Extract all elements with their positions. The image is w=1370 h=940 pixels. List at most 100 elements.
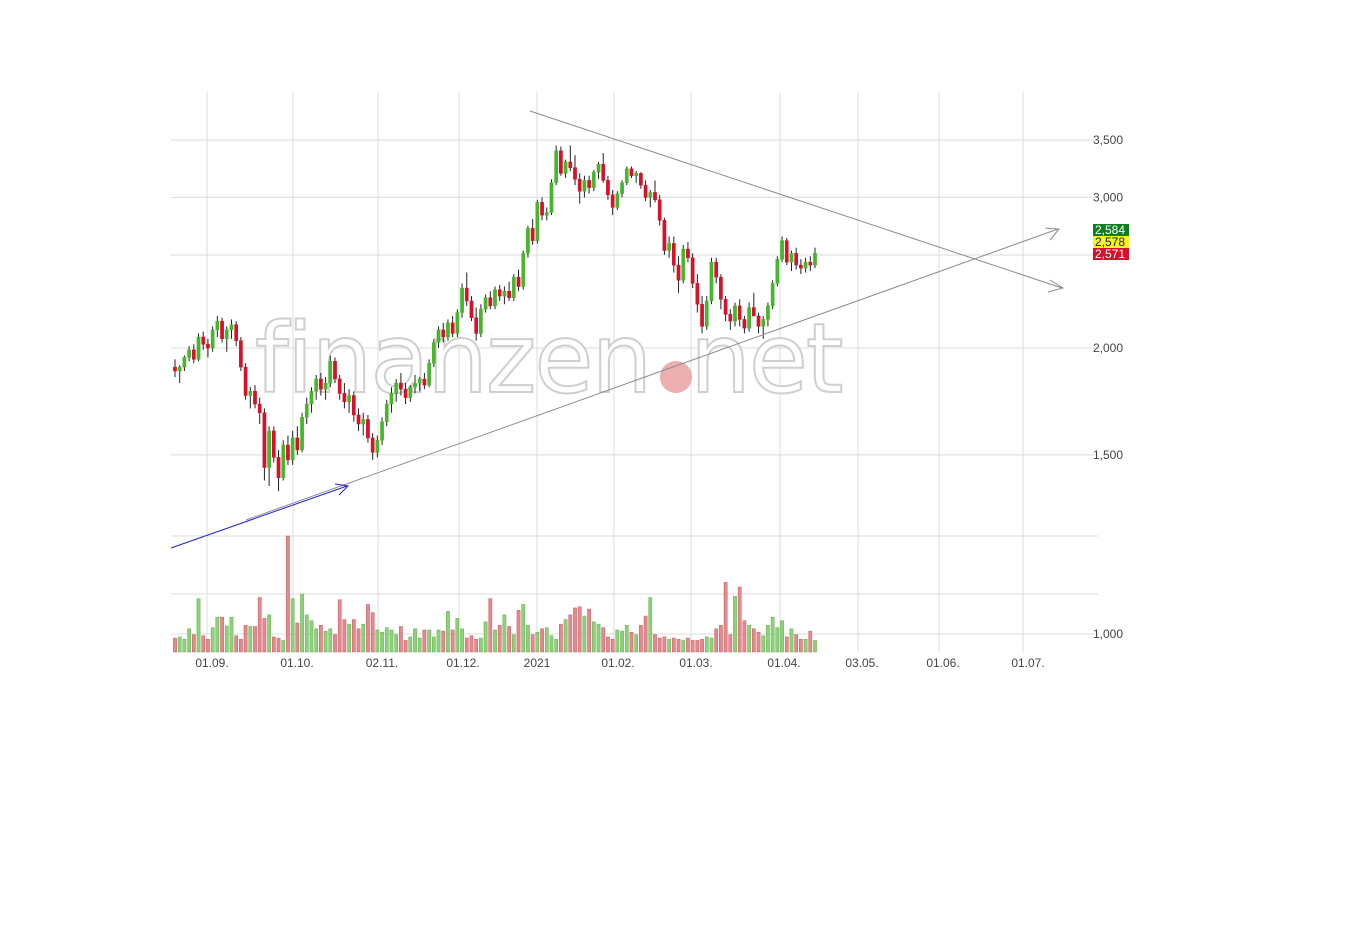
candle-body bbox=[286, 444, 290, 461]
candle-body bbox=[784, 240, 789, 263]
candle bbox=[319, 372, 323, 396]
volume-bar bbox=[286, 535, 290, 653]
candle bbox=[389, 387, 394, 413]
candle-body bbox=[676, 264, 681, 281]
volume-bar bbox=[323, 630, 328, 653]
candle-body bbox=[813, 253, 817, 266]
candle-body bbox=[356, 414, 361, 425]
candle bbox=[375, 435, 380, 458]
candle-body bbox=[530, 228, 535, 241]
candle-body bbox=[568, 161, 573, 168]
candle-body bbox=[399, 382, 403, 390]
candle-body bbox=[323, 382, 328, 390]
volume-bar bbox=[408, 636, 413, 653]
volume-bar bbox=[271, 636, 276, 653]
volume-bar bbox=[361, 623, 366, 653]
candle bbox=[686, 242, 690, 263]
candle-body bbox=[351, 395, 356, 416]
volume-bar bbox=[417, 637, 422, 653]
candle bbox=[747, 302, 751, 332]
candle-body bbox=[747, 307, 751, 329]
candle-body bbox=[601, 163, 606, 181]
volume-bar bbox=[690, 640, 695, 653]
volume-bar bbox=[728, 634, 733, 653]
volume-bar bbox=[573, 607, 577, 653]
x-tick-label: 2021 bbox=[524, 656, 551, 670]
x-tick-label: 02.11. bbox=[366, 656, 398, 670]
volume-bar bbox=[530, 634, 535, 653]
candle-body bbox=[789, 253, 794, 263]
candle bbox=[554, 145, 559, 186]
candle-body bbox=[342, 393, 347, 403]
candle-body bbox=[728, 314, 733, 322]
candle-body bbox=[201, 336, 206, 345]
volume-bar bbox=[173, 637, 177, 653]
candle bbox=[314, 374, 319, 400]
volume-bar bbox=[342, 619, 347, 653]
candle bbox=[493, 286, 497, 310]
volume-bar bbox=[610, 638, 615, 653]
candle-body bbox=[234, 324, 239, 341]
watermark-right: net bbox=[690, 303, 842, 415]
candle-body bbox=[596, 163, 601, 173]
candle-body bbox=[695, 283, 700, 305]
candle-body bbox=[210, 329, 215, 349]
candle bbox=[337, 374, 342, 400]
candle bbox=[403, 383, 408, 405]
candle bbox=[206, 338, 210, 358]
volume-bar bbox=[686, 637, 690, 653]
volume-bar bbox=[544, 627, 549, 653]
candle-body bbox=[544, 212, 549, 216]
candle-body bbox=[337, 378, 342, 394]
volume-bar bbox=[700, 638, 704, 653]
y-tick-label: 3,000 bbox=[1093, 190, 1123, 204]
blue-arrowhead-icon bbox=[334, 483, 350, 496]
candle bbox=[544, 207, 549, 221]
candle-body bbox=[464, 287, 469, 302]
candle-body bbox=[220, 320, 224, 340]
volume-bar bbox=[389, 629, 394, 653]
volume-bar bbox=[799, 638, 803, 653]
price-badge-label: 2,571 bbox=[1095, 247, 1125, 261]
candle-body bbox=[794, 253, 799, 266]
candle-body bbox=[766, 305, 770, 320]
volume-bar bbox=[253, 626, 257, 653]
candle-body bbox=[295, 437, 300, 451]
candle-body bbox=[733, 305, 737, 322]
volume-bar bbox=[201, 635, 206, 653]
volume-bar bbox=[257, 597, 262, 653]
volume-bar bbox=[210, 627, 215, 653]
x-tick-label: 01.02. bbox=[601, 656, 634, 670]
volume-bar bbox=[295, 622, 300, 653]
volume-bar bbox=[559, 623, 563, 653]
candle bbox=[784, 237, 789, 266]
candle-body bbox=[502, 291, 507, 297]
volume-bar bbox=[479, 637, 483, 653]
candle bbox=[756, 312, 761, 334]
candle-body bbox=[591, 171, 596, 188]
candle-body bbox=[257, 403, 262, 414]
candle bbox=[224, 326, 229, 352]
volume-bar bbox=[422, 629, 427, 653]
candle bbox=[201, 331, 206, 350]
candle bbox=[709, 257, 714, 305]
volume-bars bbox=[173, 535, 817, 653]
candle-body bbox=[441, 329, 446, 338]
candle bbox=[770, 280, 775, 310]
candle bbox=[615, 191, 620, 210]
candle-body bbox=[775, 258, 780, 284]
candle-body bbox=[620, 182, 624, 194]
x-tick-label: 01.09. bbox=[195, 656, 228, 670]
candle-body bbox=[281, 444, 286, 479]
candle bbox=[446, 319, 450, 341]
volume-bar bbox=[648, 597, 653, 653]
candle bbox=[286, 435, 290, 465]
candle-body bbox=[610, 194, 615, 208]
volume-tick-label: 1,000 bbox=[1093, 627, 1123, 641]
candle bbox=[196, 333, 201, 362]
candle-body bbox=[719, 276, 723, 300]
candle bbox=[173, 359, 177, 377]
candle bbox=[516, 269, 521, 292]
candle bbox=[601, 153, 606, 183]
